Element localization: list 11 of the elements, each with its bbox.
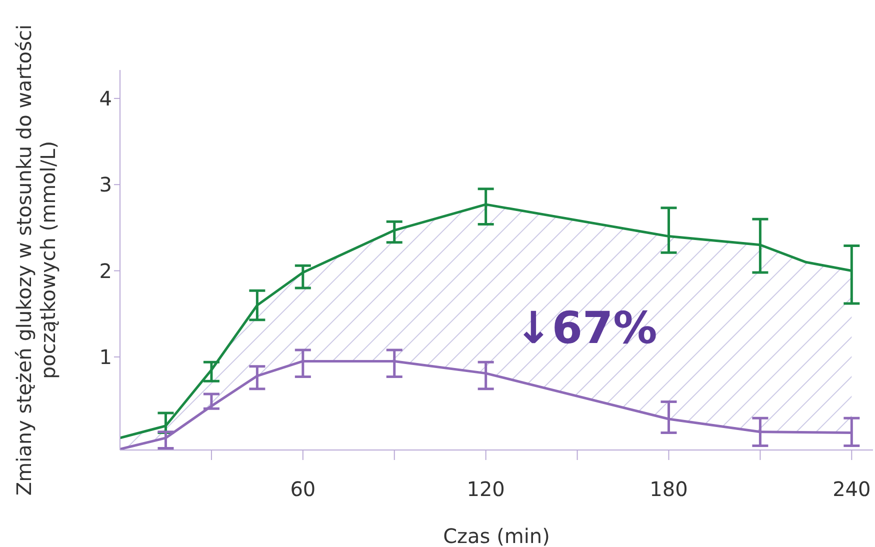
y-tick-label: 3 (99, 172, 112, 197)
x-tick-label: 120 (466, 477, 505, 502)
x-tick-label: 60 (290, 477, 316, 502)
annotation: ↓67% (515, 303, 658, 354)
y-tick-label: 4 (99, 86, 112, 111)
y-tick-label: 1 (99, 345, 112, 370)
x-tick-label: 240 (832, 477, 871, 502)
y-tick-label: 2 (99, 258, 112, 283)
y-axis-title: Zmiany stężeń glukozy w stosunku do wartości początkowych (mmol/L) (12, 24, 60, 496)
x-axis-title: Czas (min) (443, 524, 550, 547)
x-tick-label: 180 (650, 477, 688, 502)
